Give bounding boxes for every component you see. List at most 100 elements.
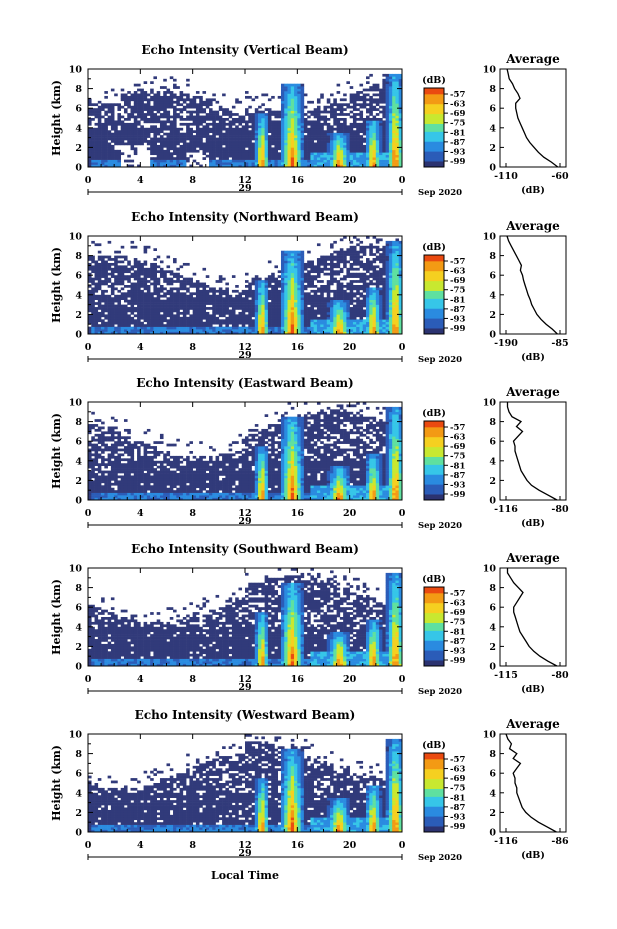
heatmap-cell	[258, 157, 262, 160]
heatmap-cell	[245, 297, 249, 300]
heatmap-cell	[94, 115, 99, 119]
heatmap-cell	[186, 122, 190, 126]
heatmap-cell	[245, 159, 249, 163]
heatmap-cell	[343, 154, 347, 158]
heatmap-cell	[366, 149, 370, 153]
heatmap-cell	[382, 113, 386, 116]
heatmap-cell	[333, 137, 337, 141]
heatmap-cell	[339, 103, 344, 107]
heatmap-cell	[385, 250, 390, 254]
heatmap-cell	[395, 324, 400, 327]
heatmap-cell	[287, 105, 292, 109]
heatmap-cell	[241, 144, 246, 148]
heatmap-cell	[222, 125, 226, 129]
heatmap-cell	[388, 250, 393, 254]
heatmap-cell	[140, 280, 144, 283]
heatmap-cell	[176, 135, 180, 138]
heatmap-cell	[280, 260, 285, 264]
heatmap-cell	[231, 127, 236, 131]
heatmap-cell	[199, 108, 203, 111]
heatmap-cell	[343, 316, 347, 320]
heatmap-cell	[238, 294, 243, 298]
heatmap-cell	[395, 132, 400, 136]
heatmap-cell	[235, 113, 239, 116]
heatmap-cell	[274, 292, 279, 296]
heatmap-cell	[264, 122, 269, 126]
heatmap-cell	[137, 120, 141, 124]
heatmap-cell	[284, 260, 288, 264]
heatmap-cell	[146, 140, 151, 143]
heatmap-cell	[284, 311, 288, 315]
heatmap-cell	[300, 289, 305, 293]
heatmap-cell	[349, 152, 354, 156]
heatmap-cell	[303, 135, 308, 138]
heatmap-cell	[280, 253, 285, 256]
heatmap-cell	[235, 164, 239, 168]
colorbar-segment	[424, 163, 444, 166]
heatmap-cell	[189, 294, 193, 298]
heatmap-cell	[212, 132, 216, 136]
heatmap-cell	[114, 135, 118, 138]
heatmap-cell	[107, 255, 112, 259]
heatmap-cell	[303, 147, 308, 151]
heatmap-cell	[303, 130, 308, 133]
heatmap-cell	[336, 162, 341, 165]
heatmap-cell	[280, 292, 285, 296]
heatmap-cell	[146, 331, 151, 335]
heatmap-cell	[146, 329, 151, 332]
heatmap-cell	[297, 125, 301, 129]
heatmap-cell	[166, 113, 171, 116]
heatmap-cell	[261, 137, 265, 141]
heatmap-cell	[280, 118, 285, 121]
heatmap-cell	[156, 289, 161, 293]
heatmap-cell	[186, 299, 190, 303]
heatmap-cell	[143, 324, 148, 327]
heatmap-cell	[159, 272, 164, 276]
heatmap-cell	[352, 140, 357, 143]
heatmap-cell	[127, 314, 131, 318]
heatmap-cell	[225, 299, 229, 303]
heatmap-cell	[123, 311, 128, 315]
heatmap-cell	[107, 262, 112, 266]
colorbar-segment	[424, 149, 444, 152]
heatmap-cell	[199, 309, 203, 313]
heatmap-cell	[215, 132, 220, 136]
heatmap-cell	[372, 137, 377, 141]
heatmap-cell	[277, 316, 282, 320]
heatmap-cell	[287, 135, 292, 138]
heatmap-cell	[280, 331, 285, 335]
heatmap-cell	[258, 130, 262, 133]
heatmap-cell	[294, 299, 298, 303]
heatmap-cell	[280, 250, 285, 254]
heatmap-cell	[349, 287, 354, 291]
heatmap-cell	[140, 88, 144, 92]
heatmap-cell	[349, 314, 354, 318]
heatmap-cell	[150, 324, 154, 327]
heatmap-cell	[392, 100, 396, 104]
heatmap-cell	[209, 147, 213, 151]
heatmap-cell	[326, 162, 331, 165]
heatmap-cell	[336, 280, 341, 283]
heatmap-cell	[330, 275, 334, 278]
heatmap-cell	[366, 93, 370, 97]
heatmap-cell	[120, 280, 125, 283]
heatmap-cell	[166, 135, 171, 138]
heatmap-cell	[333, 159, 337, 163]
heatmap-cell	[264, 154, 269, 158]
heatmap-cell	[245, 331, 249, 335]
heatmap-cell	[258, 154, 262, 158]
heatmap-cell	[133, 122, 138, 126]
heatmap-cell	[303, 272, 308, 276]
heatmap-cell	[97, 243, 102, 247]
heatmap-cell	[267, 152, 272, 156]
heatmap-cell	[159, 329, 164, 332]
heatmap-cell	[199, 307, 203, 310]
heatmap-cell	[264, 280, 269, 283]
heatmap-cell	[189, 292, 193, 296]
heatmap-cell	[294, 135, 298, 138]
heatmap-cell	[349, 329, 354, 332]
heatmap-cell	[101, 282, 105, 286]
heatmap-cell	[238, 326, 243, 330]
heatmap-cell	[375, 149, 380, 153]
heatmap-cell	[173, 93, 177, 97]
